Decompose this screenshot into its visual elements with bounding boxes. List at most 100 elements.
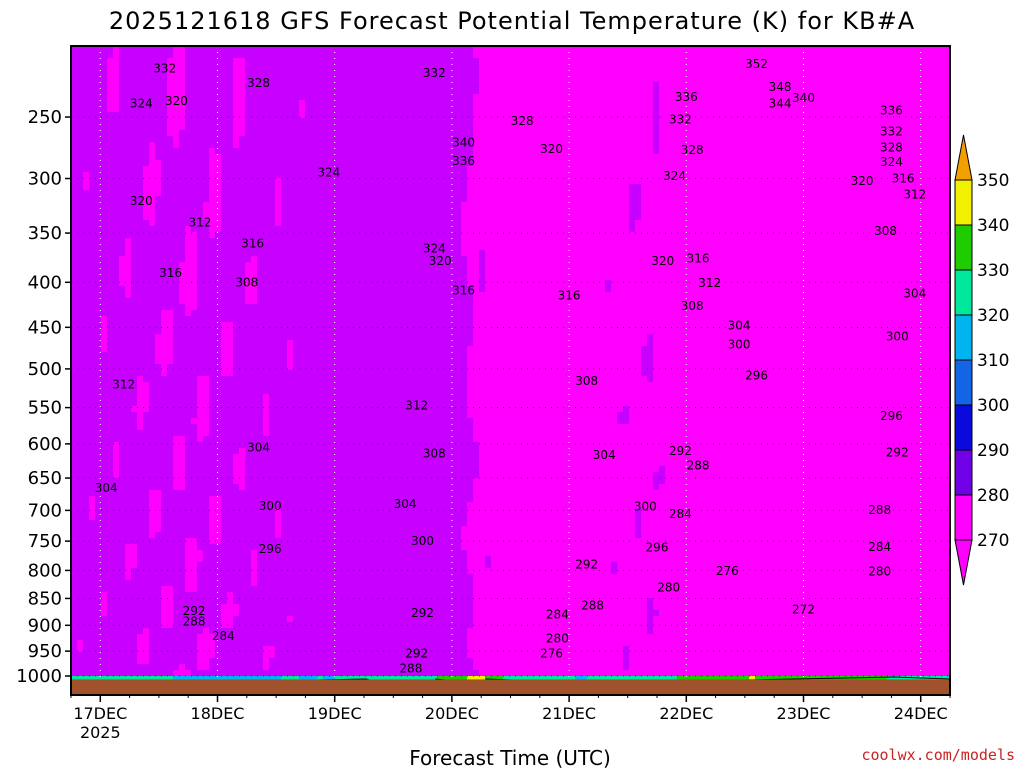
theta-cell [221,268,228,275]
theta-cell [149,124,156,131]
theta-cell [83,640,90,647]
theta-cell [239,262,246,269]
theta-cell [275,292,282,299]
theta-cell [305,58,312,65]
theta-cell [137,400,144,407]
theta-cell [209,652,216,659]
theta-cell [317,646,324,653]
theta-cell [239,616,246,623]
theta-cell [167,352,174,359]
theta-cell [329,466,336,473]
theta-cell [107,244,114,251]
theta-cell [263,604,270,611]
theta-cell [161,352,168,359]
theta-cell [215,394,222,401]
theta-cell [143,178,150,185]
theta-cell [71,94,78,101]
theta-cell [185,550,192,557]
theta-cell [251,538,258,545]
theta-cell [161,232,168,239]
theta-cell [89,550,96,557]
theta-cell [251,250,258,257]
theta-cell [197,640,204,647]
theta-cell [167,598,174,605]
theta-cell [119,370,126,377]
theta-cell [317,580,324,587]
theta-cell [233,598,240,605]
theta-cell [167,196,174,203]
theta-cell [281,502,288,509]
theta-cell [167,568,174,575]
theta-cell [263,562,270,569]
theta-cell [143,628,150,635]
theta-cell [287,592,294,599]
theta-cell [335,670,342,677]
theta-cell [239,562,246,569]
theta-cell [281,562,288,569]
theta-cell [299,190,306,197]
theta-cell [239,472,246,479]
theta-cell [83,466,90,473]
theta-cell [89,442,96,449]
theta-cell [335,490,342,497]
theta-cell [269,298,276,305]
theta-cell [233,322,240,329]
theta-cell [245,640,252,647]
theta-cell [167,520,174,527]
theta-cell [299,646,306,653]
theta-cell [299,100,306,107]
theta-cell [329,64,336,71]
theta-cell [119,490,126,497]
theta-cell [281,238,288,245]
theta-cell [161,88,168,95]
theta-cell [251,214,258,221]
theta-cell [311,322,318,329]
theta-cell [89,208,96,215]
theta-cell [185,46,192,53]
theta-cell [251,226,258,233]
theta-cell [179,604,186,611]
theta-cell [125,586,132,593]
theta-cell [113,112,120,119]
theta-cell [281,268,288,275]
theta-cell [245,352,252,359]
theta-cell [95,556,102,563]
theta-cell [227,544,234,551]
theta-cell [257,460,264,467]
theta-cell [143,340,150,347]
theta-cell [329,298,336,305]
theta-cell [257,484,264,491]
theta-cell [317,466,324,473]
theta-cell [341,208,348,215]
theta-cell [299,412,306,419]
theta-cell [269,178,276,185]
theta-cell [113,526,120,533]
theta-cell [317,424,324,431]
theta-cell [77,190,84,197]
theta-cell [143,520,150,527]
theta-cell [101,670,108,677]
theta-cell [167,454,174,461]
theta-cell [167,406,174,413]
theta-cell [275,184,282,191]
theta-cell [155,412,162,419]
theta-cell [227,514,234,521]
theta-cell [89,184,96,191]
theta-cell [311,370,318,377]
theta-cell [191,502,198,509]
theta-cell [203,400,210,407]
theta-cell [281,532,288,539]
theta-cell [287,244,294,251]
theta-cell [203,136,210,143]
theta-cell [227,640,234,647]
theta-cell [191,418,198,425]
theta-cell [179,358,186,365]
theta-cell [185,370,192,377]
theta-cell [317,280,324,287]
theta-cell [293,328,300,335]
theta-cell [179,544,186,551]
theta-cell [251,82,258,89]
theta-cell [335,292,342,299]
theta-cell [131,82,138,89]
theta-cell [251,172,258,179]
